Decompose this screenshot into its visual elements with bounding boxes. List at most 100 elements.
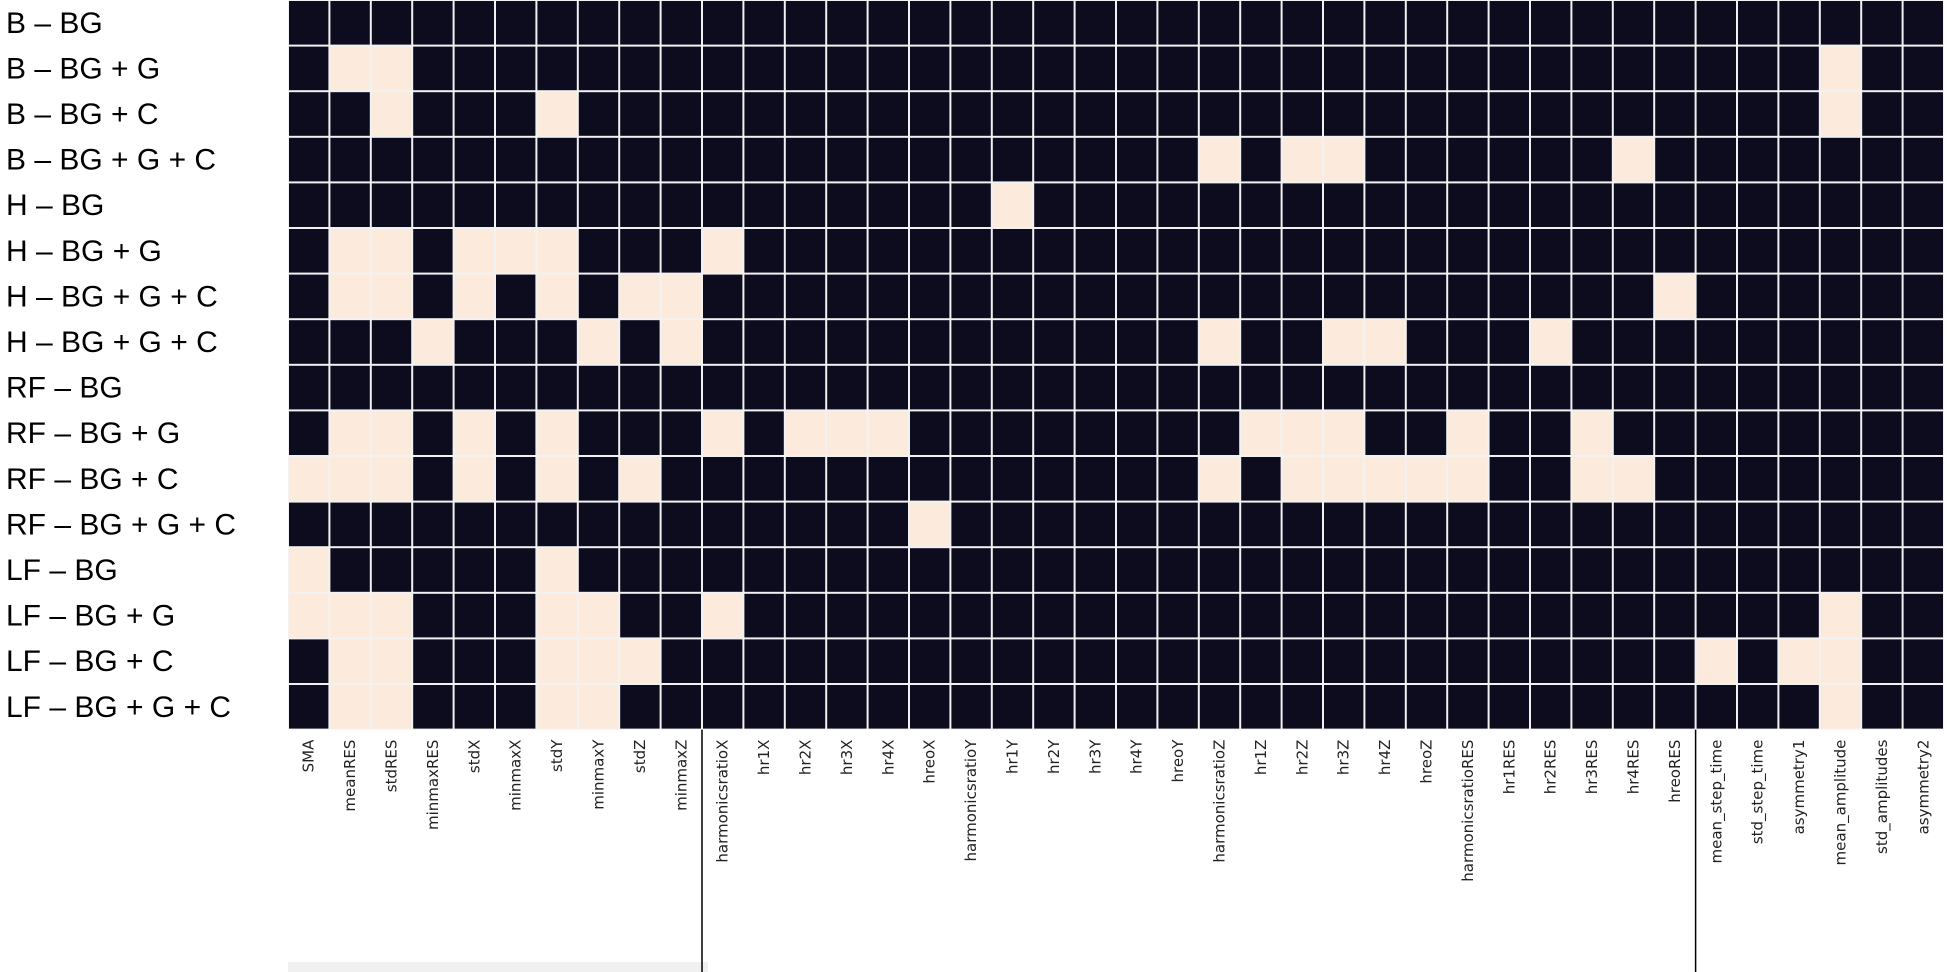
heatmap-cell — [454, 274, 494, 319]
heatmap-cell — [1282, 639, 1322, 683]
heatmap-cell — [827, 502, 867, 547]
heatmap-cell — [1075, 411, 1115, 455]
heatmap-cell — [661, 411, 701, 455]
heatmap-cell — [537, 457, 577, 501]
heatmap-cell — [371, 183, 412, 227]
heatmap-cell — [620, 593, 660, 638]
heatmap-cell — [951, 639, 991, 683]
heatmap-cell — [868, 229, 908, 273]
heatmap-cell — [289, 46, 329, 91]
bottom-band — [288, 962, 708, 972]
heatmap-cell — [537, 685, 577, 729]
heatmap-cell — [1903, 46, 1943, 91]
heatmap-cell — [413, 320, 453, 364]
heatmap-cell — [1365, 685, 1405, 729]
heatmap-cell — [992, 1, 1033, 45]
column-label: hr4Y — [1128, 739, 1146, 774]
heatmap-cell — [827, 457, 867, 501]
row-label: RF – BG + C — [6, 463, 179, 496]
heatmap-cell — [1613, 502, 1654, 547]
heatmap-cell — [496, 502, 536, 547]
heatmap-cell — [827, 593, 867, 638]
heatmap-cell — [992, 593, 1033, 638]
heatmap-cell — [330, 411, 370, 455]
heatmap-cell — [1034, 685, 1074, 729]
heatmap-background — [288, 0, 1944, 730]
heatmap-cell — [1738, 685, 1778, 729]
heatmap-cell — [413, 548, 453, 592]
heatmap-cell — [1324, 502, 1364, 547]
heatmap-cell — [1158, 137, 1198, 182]
heatmap-cell — [827, 274, 867, 319]
heatmap-cell — [1199, 593, 1240, 638]
heatmap-cell — [1862, 685, 1902, 729]
heatmap-cell — [1572, 457, 1612, 501]
heatmap-cell — [703, 229, 743, 273]
heatmap-cell — [1448, 639, 1488, 683]
heatmap-cell — [868, 274, 908, 319]
heatmap-cell — [1531, 229, 1571, 273]
column-label: hr3Y — [1086, 739, 1104, 774]
heatmap-cell — [1655, 137, 1695, 182]
heatmap-cell — [330, 320, 370, 364]
column-label: std_step_time — [1749, 740, 1768, 845]
heatmap-cell — [1034, 411, 1074, 455]
heatmap-cell — [496, 229, 536, 273]
heatmap-cell — [620, 1, 660, 45]
heatmap-cell — [1199, 685, 1240, 729]
heatmap-cell — [910, 320, 950, 364]
heatmap-cell — [413, 229, 453, 273]
heatmap-cell — [1903, 274, 1943, 319]
heatmap-cell — [1613, 137, 1654, 182]
heatmap-cell — [1655, 183, 1695, 227]
heatmap-cell — [703, 365, 743, 410]
heatmap-cell — [578, 457, 619, 501]
heatmap-cell — [496, 593, 536, 638]
heatmap-cell — [1696, 548, 1736, 592]
heatmap-cell — [1779, 137, 1819, 182]
heatmap-cell — [1406, 229, 1447, 273]
heatmap-cell — [1531, 685, 1571, 729]
heatmap-cell — [1696, 502, 1736, 547]
row-label: B – BG + G + C — [6, 144, 216, 177]
heatmap-cell — [1365, 411, 1405, 455]
heatmap-cell — [496, 457, 536, 501]
heatmap-cell — [330, 274, 370, 319]
heatmap-cell — [1324, 685, 1364, 729]
column-label: hr3RES — [1583, 740, 1601, 795]
heatmap-cell — [1655, 411, 1695, 455]
heatmap-cell — [910, 46, 950, 91]
heatmap-cell — [1324, 92, 1364, 136]
column-label: hr1Y — [1004, 739, 1022, 774]
heatmap-cell — [1117, 46, 1157, 91]
heatmap-cell — [1531, 593, 1571, 638]
heatmap-cell — [537, 1, 577, 45]
heatmap-cell — [1572, 46, 1612, 91]
heatmap-cell — [578, 92, 619, 136]
heatmap-cell — [1738, 183, 1778, 227]
heatmap-cell — [454, 365, 494, 410]
heatmap-cell — [371, 548, 412, 592]
heatmap-cell — [1324, 593, 1364, 638]
heatmap-cell — [1779, 1, 1819, 45]
heatmap-cell — [1655, 92, 1695, 136]
heatmap-cell — [1613, 639, 1654, 683]
heatmap-cell — [1199, 137, 1240, 182]
heatmap-cell — [496, 1, 536, 45]
heatmap-cell — [620, 411, 660, 455]
heatmap-cell — [1572, 365, 1612, 410]
column-label: asymmetry2 — [1914, 740, 1932, 835]
heatmap-cell — [537, 92, 577, 136]
heatmap-cell — [1448, 1, 1488, 45]
heatmap-cell — [537, 639, 577, 683]
heatmap-cell — [1034, 1, 1074, 45]
heatmap-cell — [454, 685, 494, 729]
heatmap-cell — [537, 548, 577, 592]
heatmap-cell — [1696, 92, 1736, 136]
group-separators — [288, 729, 1697, 972]
heatmap-cell — [496, 685, 536, 729]
heatmap-cell — [371, 92, 412, 136]
column-label: hr2Y — [1045, 739, 1063, 774]
heatmap-cell — [1324, 365, 1364, 410]
